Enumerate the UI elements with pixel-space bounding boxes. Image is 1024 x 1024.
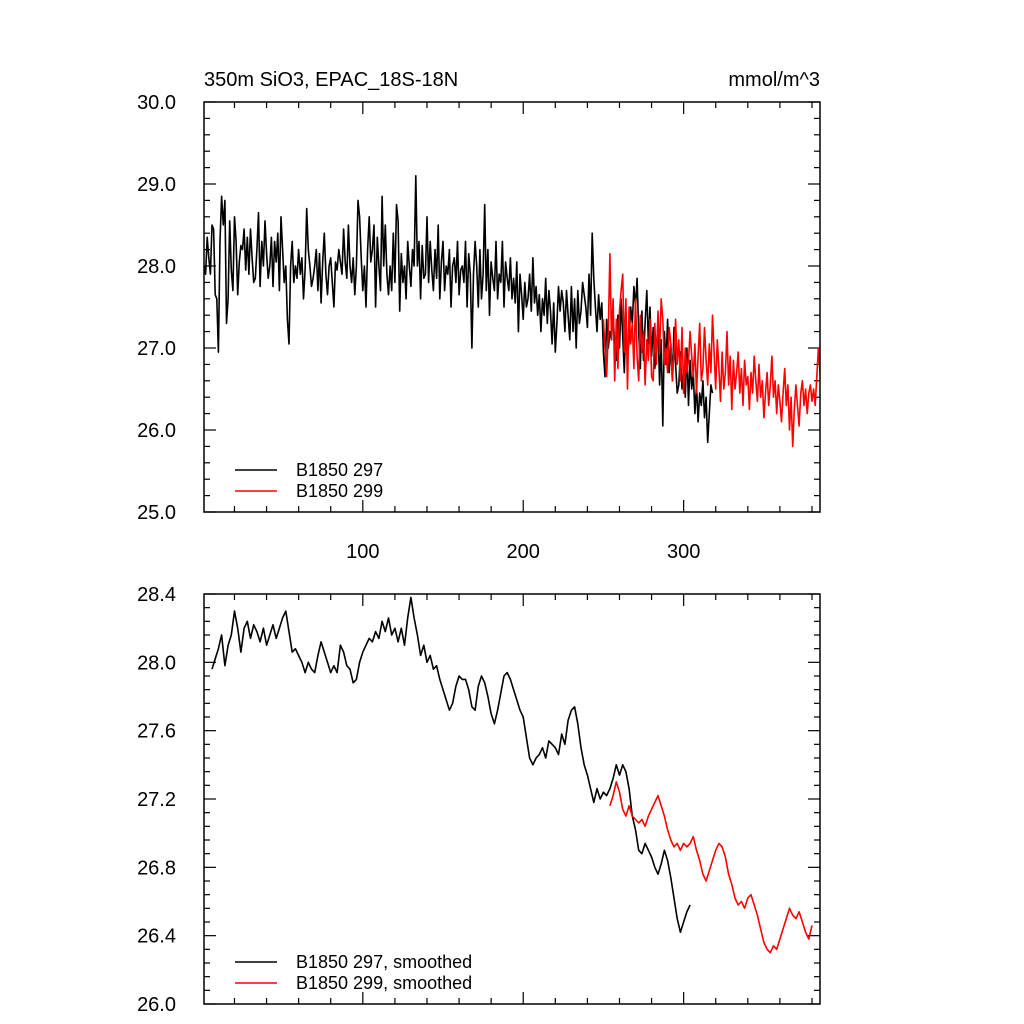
legend-label-b1850-299: B1850 299: [296, 481, 383, 501]
x-tick-label-200: 200: [507, 541, 540, 563]
y-tick-label-26-0: 26.0: [137, 420, 176, 442]
bottom-legend: B1850 297, smoothed B1850 299, smoothed: [235, 952, 472, 993]
y-tick-label-27-2: 27.2: [137, 789, 176, 811]
y-tick-label-27-6: 27.6: [137, 721, 176, 743]
series-line-b1850-297-smoothed: [211, 596, 691, 933]
x-tick-label-300: 300: [667, 541, 700, 563]
legend-label-b1850-297-smoothed: B1850 297, smoothed: [296, 952, 472, 972]
top-panel: 350m SiO3, EPAC_18S-18N mmol/m^3 25.0 26.…: [137, 69, 821, 563]
y-tick-label-28-0: 28.0: [137, 256, 176, 278]
top-chart-units: mmol/m^3: [728, 69, 820, 91]
legend-label-b1850-297: B1850 297: [296, 460, 383, 480]
bottom-plot-lines: [211, 596, 813, 954]
y-tick-label-29-0: 29.0: [137, 174, 176, 196]
y-tick-label-26-8: 26.8: [137, 857, 176, 879]
bottom-y-tick-labels: 26.0 26.4 26.8 27.2 27.6 28.0 28.4: [137, 584, 176, 1016]
top-plot-lines: [204, 175, 820, 448]
x-tick-label-100: 100: [346, 541, 379, 563]
y-tick-label-27-0: 27.0: [137, 338, 176, 360]
y-tick-label-28-4: 28.4: [137, 584, 176, 606]
top-y-tick-labels: 25.0 26.0 27.0 28.0 29.0 30.0: [137, 92, 176, 524]
y-tick-label-25-0: 25.0: [137, 502, 176, 524]
legend-label-b1850-299-smoothed: B1850 299, smoothed: [296, 973, 472, 993]
top-plot-frame: [203, 101, 821, 513]
bottom-panel: 26.0 26.4 26.8 27.2 27.6 28.0 28.4 B1850 297, …: [137, 584, 821, 1016]
y-tick-label-26-4: 26.4: [137, 926, 176, 948]
y-tick-label-28-0: 28.0: [137, 652, 176, 674]
series-line-b1850-299-smoothed: [609, 781, 813, 954]
y-tick-label-30-0: 30.0: [137, 92, 176, 114]
y-tick-label-26-0: 26.0: [137, 994, 176, 1016]
series-line-b1850-299: [602, 252, 820, 448]
bottom-plot-frame: [203, 593, 821, 1005]
top-chart-title: 350m SiO3, EPAC_18S-18N: [204, 69, 458, 91]
top-x-tick-labels: 100 200 300: [346, 541, 700, 563]
top-legend: B1850 297 B1850 299: [235, 460, 383, 501]
